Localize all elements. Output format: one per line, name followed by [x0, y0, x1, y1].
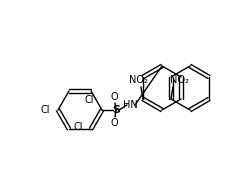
Text: Cl: Cl [74, 122, 83, 132]
Text: NO₂: NO₂ [128, 75, 147, 85]
Text: O: O [110, 118, 118, 128]
Text: Cl: Cl [84, 95, 94, 105]
Text: NO₂: NO₂ [169, 75, 188, 85]
Text: S: S [112, 105, 120, 115]
Text: HN: HN [123, 100, 137, 110]
Text: Cl: Cl [41, 105, 50, 115]
Text: O: O [110, 92, 118, 102]
